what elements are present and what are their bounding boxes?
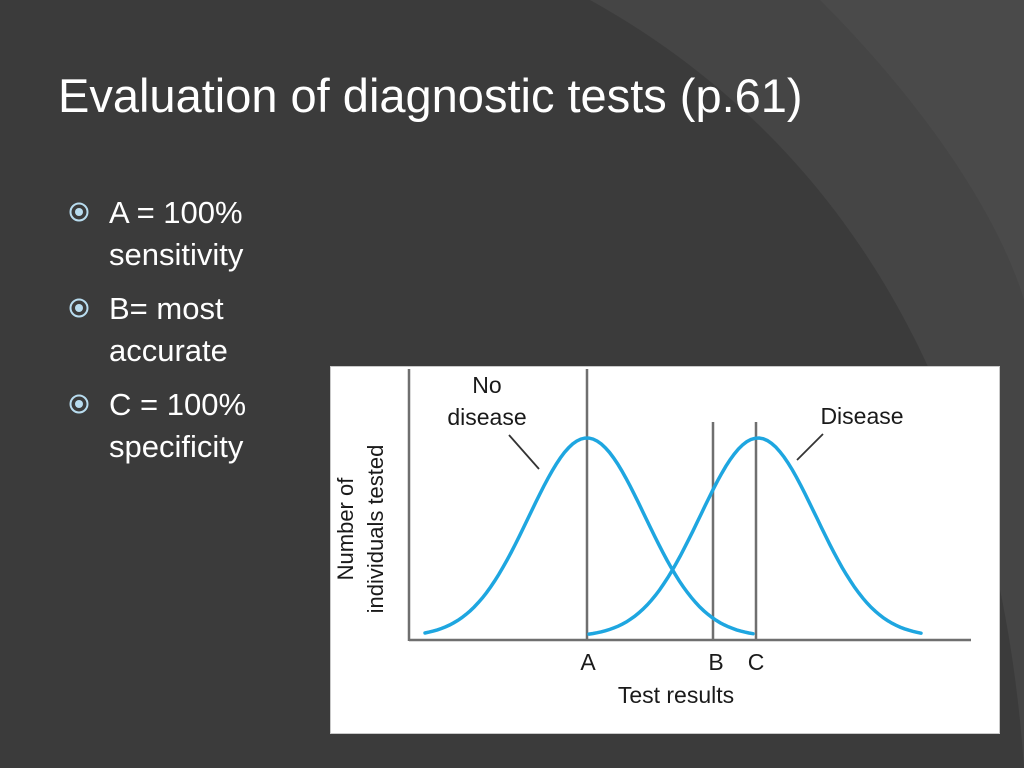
cutoff-label-b: B bbox=[708, 649, 723, 675]
bullet-specificity: C = 100% specificity bbox=[68, 384, 318, 468]
bullet-text: A = 100% sensitivity bbox=[109, 195, 244, 272]
circled-dot-icon bbox=[69, 394, 89, 414]
no-disease-leader bbox=[508, 434, 540, 470]
circled-dot-icon bbox=[69, 298, 89, 318]
cutoff-label-a: A bbox=[580, 649, 596, 675]
y-axis-title-line2: individuals tested bbox=[363, 445, 388, 614]
y-axis-title-line1: Number of bbox=[333, 477, 358, 581]
cutoff-label-c: C bbox=[748, 649, 765, 675]
bullet-list: A = 100% sensitivity B= most accurate C … bbox=[68, 192, 318, 480]
no-disease-curve bbox=[423, 436, 755, 636]
slide-title: Evaluation of diagnostic tests (p.61) bbox=[58, 69, 803, 122]
bullet-accuracy: B= most accurate bbox=[68, 288, 318, 372]
distribution-diagram: Number of individuals tested No disease … bbox=[333, 369, 971, 708]
distribution-figure: Number of individuals tested No disease … bbox=[330, 366, 1000, 734]
bullet-sensitivity: A = 100% sensitivity bbox=[68, 192, 318, 276]
x-axis-title: Test results bbox=[618, 682, 734, 708]
disease-curve bbox=[587, 436, 923, 636]
no-disease-label-line1: No bbox=[472, 372, 501, 398]
disease-label: Disease bbox=[820, 403, 903, 429]
no-disease-label-line2: disease bbox=[447, 404, 526, 430]
circled-dot-icon bbox=[69, 202, 89, 222]
bullet-text: C = 100% specificity bbox=[109, 387, 247, 464]
disease-leader bbox=[796, 433, 824, 461]
bullet-text: B= most accurate bbox=[109, 291, 228, 368]
